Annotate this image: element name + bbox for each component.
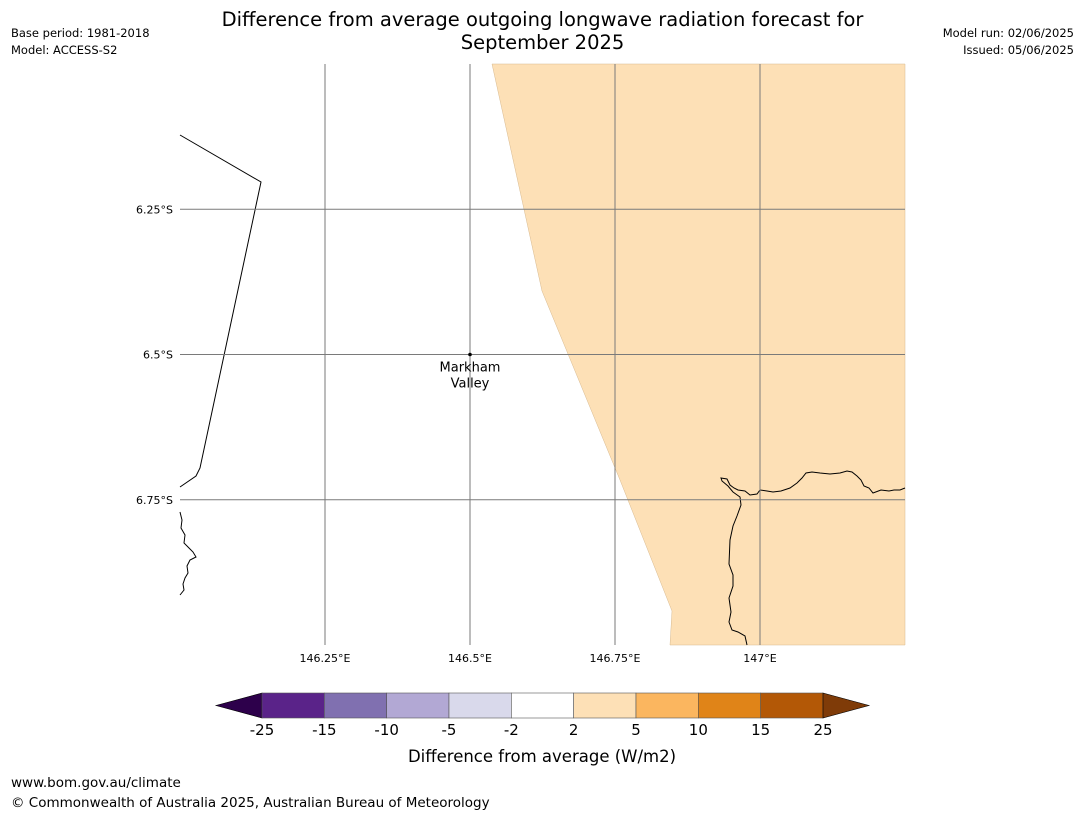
- colorbar-box: [760, 692, 824, 719]
- footer-url[interactable]: www.bom.gov.au/climate: [11, 775, 181, 791]
- markham-valley-marker: [468, 352, 472, 357]
- lat-tick-label: 6.25°S: [136, 203, 173, 216]
- colorbar-box: [511, 692, 574, 719]
- title-line-1: Difference from average outgoing longwav…: [221, 8, 864, 31]
- colorbar-box: [573, 692, 637, 719]
- issued-text: Issued: 05/06/2025: [963, 43, 1074, 57]
- colorbar-box: [635, 692, 699, 719]
- colorbar-tick-label: -15: [312, 721, 337, 739]
- colorbar-box: [261, 692, 325, 719]
- metadata-left: Base period: 1981-2018 Model: ACCESS-S2: [11, 25, 150, 59]
- colorbar-extend-low: [214, 692, 263, 719]
- colorbar-tick-label: -5: [442, 721, 457, 739]
- colorbar-boxes: [214, 692, 871, 719]
- colorbar-box: [386, 692, 450, 719]
- colorbar-tick-label: 25: [813, 721, 832, 739]
- colorbar-box: [698, 692, 761, 719]
- colorbar-tick-labels: -25 -15 -10 -5 -2 2 5 10 15 25: [250, 721, 833, 739]
- metadata-right: Model run: 02/06/2025 Issued: 05/06/2025: [943, 25, 1074, 59]
- coastline-southwest: [179, 511, 197, 596]
- lon-tick-label: 146.5°E: [448, 652, 492, 665]
- colorbar-label: Difference from average (W/m2): [408, 747, 676, 766]
- place-label-line-1: Markham: [440, 361, 501, 376]
- base-period-text: Base period: 1981-2018: [11, 26, 150, 40]
- coastline-northwest: [179, 134, 262, 488]
- colorbar-tick-label: -2: [504, 721, 519, 739]
- lon-tick-label: 147°E: [743, 652, 776, 665]
- colorbar-box: [448, 692, 512, 719]
- title-line-2: September 2025: [460, 31, 625, 54]
- place-label-line-2: Valley: [451, 377, 490, 392]
- colorbar-box: [324, 692, 387, 719]
- colorbar-tick-label: -25: [250, 721, 275, 739]
- colorbar-tick-label: 5: [631, 721, 641, 739]
- latitude-labels: 6.25°S 6.5°S 6.75°S: [136, 203, 173, 507]
- map-title: Difference from average outgoing longwav…: [150, 8, 935, 54]
- colorbar-tick-label: 15: [751, 721, 770, 739]
- lat-tick-label: 6.5°S: [143, 349, 173, 362]
- longitude-labels: 146.25°E 146.5°E 146.75°E 147°E: [300, 652, 777, 665]
- coastlines: [179, 134, 906, 646]
- footer-copyright: © Commonwealth of Australia 2025, Austra…: [11, 795, 490, 811]
- model-run-text: Model run: 02/06/2025: [942, 26, 1074, 40]
- lon-tick-label: 146.25°E: [300, 652, 351, 665]
- lon-tick-label: 146.75°E: [590, 652, 641, 665]
- colorbar-tick-label: 2: [569, 721, 579, 739]
- coastline-southeast: [720, 470, 906, 646]
- colorbar-tick-label: 10: [689, 721, 708, 739]
- lat-tick-label: 6.75°S: [136, 494, 173, 507]
- colorbar-tick-label: -10: [374, 721, 399, 739]
- graticule: [180, 64, 905, 645]
- map-area: Markham Valley: [179, 63, 906, 646]
- colorbar-extend-high: [822, 692, 871, 719]
- colorbar: -25 -15 -10 -5 -2 2 5 10 15 25 Difference from av…: [214, 692, 871, 766]
- model-text: Model: ACCESS-S2: [11, 43, 118, 57]
